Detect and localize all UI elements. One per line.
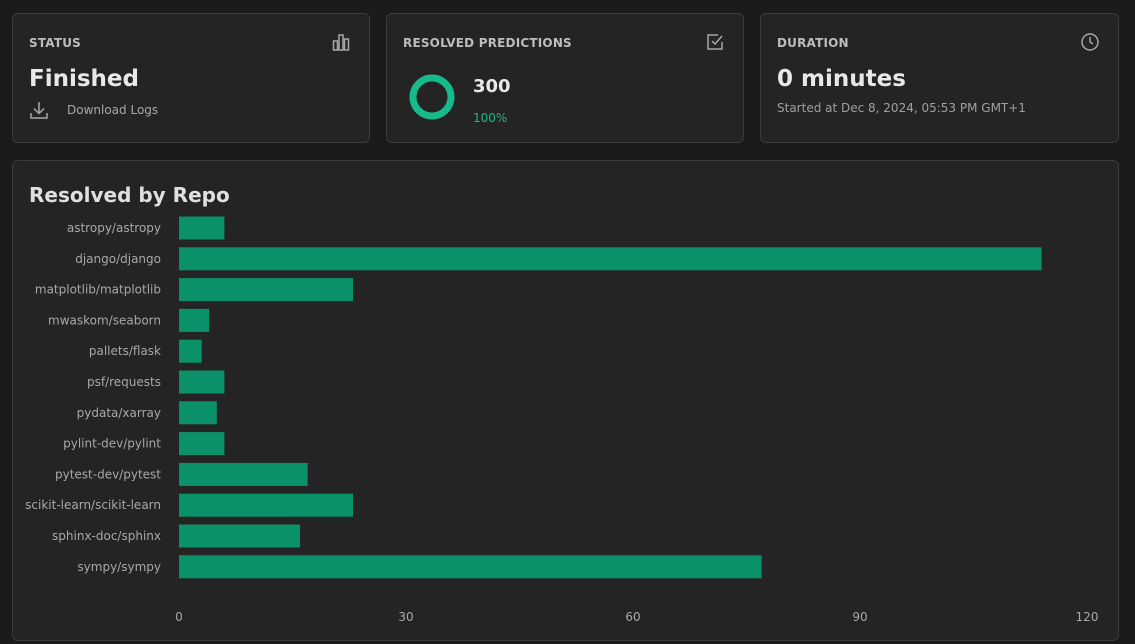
bar [179,216,225,240]
bar [179,524,301,548]
category-label: astropy/astropy [67,221,161,235]
chart-title: Resolved by Repo [29,183,230,207]
bar [179,278,354,302]
resolved-donut-arc [409,74,455,120]
duration-started: Started at Dec 8, 2024, 05:53 PM GMT+1 [777,101,1026,115]
bar [179,339,202,363]
bar [179,247,1042,271]
download-icon [30,102,48,119]
status-label: STATUS [29,36,82,50]
duration-value: 0 minutes [777,66,906,92]
resolved-count: 300 [473,76,511,97]
x-tick-label: 30 [398,610,413,624]
resolved-donut [409,74,455,120]
resolved-percent: 100% [473,111,508,125]
bar-chart-icon [332,34,350,51]
resolved-card: RESOLVED PREDICTIONS 300 100% [386,13,744,143]
bar [179,401,217,425]
category-label: matplotlib/matplotlib [35,283,161,297]
duration-label: DURATION [777,36,849,50]
category-label: pylint-dev/pylint [63,437,161,451]
download-logs-label: Download Logs [67,103,159,117]
category-label: django/django [75,252,161,266]
bar [179,493,354,517]
category-label: pallets/flask [89,344,161,358]
bar [179,370,225,394]
status-value: Finished [29,66,139,92]
category-label: scikit-learn/scikit-learn [25,498,161,512]
bar [179,432,225,456]
resolved-label: RESOLVED PREDICTIONS [403,36,572,50]
x-tick-label: 0 [175,610,183,624]
bar [179,462,308,486]
category-label: sphinx-doc/sphinx [52,529,161,543]
category-label: pytest-dev/pytest [55,467,161,481]
x-tick-label: 90 [852,610,867,624]
check-square-icon [707,34,723,50]
resolved-by-repo-chart: astropy/astropy django/django matplotlib/m… [25,216,1099,624]
x-tick-label: 120 [1076,610,1099,624]
bar [179,308,210,332]
category-label: pydata/xarray [77,406,161,420]
resolved-by-repo-card: Resolved by Repo astropy/astropy django/d… [12,160,1119,641]
category-label: mwaskom/seaborn [48,313,161,327]
status-card: STATUS Finished Download Logs [12,13,370,143]
category-label: sympy/sympy [77,560,161,574]
clock-icon [1081,33,1099,51]
download-logs-button[interactable]: Download Logs [29,100,158,120]
x-tick-label: 60 [625,610,640,624]
duration-card: DURATION 0 minutes Started at Dec 8, 202… [760,13,1119,143]
bar [179,555,762,579]
category-label: psf/requests [87,375,161,389]
